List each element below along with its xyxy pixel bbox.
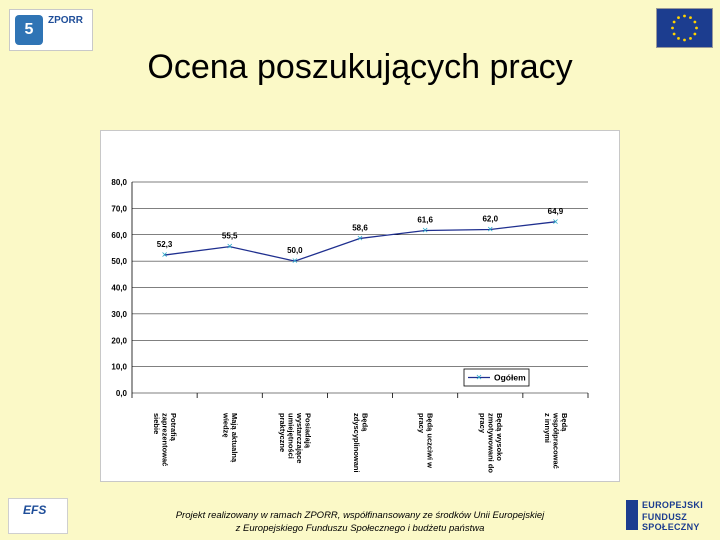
eu-social-fund-logo: EUROPEJSKI FUNDUSZ SPOŁECZNY bbox=[626, 498, 712, 534]
y-tick-label: 10,0 bbox=[111, 363, 127, 372]
x-category-label: siebie bbox=[152, 413, 161, 434]
eu-flag-icon bbox=[656, 8, 713, 48]
y-tick-label: 40,0 bbox=[111, 284, 127, 293]
x-category-label: zmotywowani do bbox=[486, 413, 495, 473]
legend-box bbox=[463, 368, 530, 387]
page-title: Ocena poszukujących pracy bbox=[147, 48, 573, 86]
legend-marker: ✕ bbox=[476, 373, 483, 382]
data-point-marker: ✕ bbox=[292, 257, 299, 266]
data-point-marker: ✕ bbox=[487, 225, 494, 234]
footer-line-1: Projekt realizowany w ramach ZPORR, wspó… bbox=[175, 510, 545, 521]
x-category-label: praktyczne bbox=[278, 413, 287, 452]
x-category-label: Mają aktualną bbox=[230, 413, 239, 463]
footer-text: Projekt realizowany w ramach ZPORR, wspó… bbox=[150, 509, 570, 535]
zporr-logo-word: ZPORR bbox=[48, 15, 83, 26]
data-label: 61,6 bbox=[417, 216, 433, 225]
x-category-label: umiejętności bbox=[287, 413, 296, 459]
y-tick-label: 50,0 bbox=[111, 257, 127, 266]
y-tick-label: 80,0 bbox=[111, 178, 127, 187]
efs-logo: EFS bbox=[8, 498, 68, 534]
x-category-label: pracy bbox=[417, 413, 426, 434]
x-category-label: Będą uczciwi w bbox=[425, 413, 434, 468]
efs-logo-word: EFS bbox=[23, 503, 47, 517]
line-chart: 0,0 10,0 20,0 30,0 40,0 50,0 60,0 70,0 80,0 ✕ 52,3… bbox=[111, 178, 589, 473]
data-point-marker: ✕ bbox=[422, 226, 429, 235]
x-category-label: Posiadają bbox=[304, 413, 313, 449]
series-line-ogółem bbox=[164, 221, 556, 262]
data-label: 62,0 bbox=[482, 214, 498, 223]
x-category-label: wystarczające bbox=[295, 412, 304, 463]
y-tick-label: 20,0 bbox=[111, 336, 127, 345]
x-category-label: wiedzę bbox=[221, 412, 230, 438]
eu-stars-icon bbox=[671, 14, 698, 42]
legend-label: Ogółem bbox=[494, 373, 526, 383]
data-label: 55,5 bbox=[222, 232, 238, 241]
y-tick-label: 70,0 bbox=[111, 204, 127, 213]
eu-fund-logo-line-1: EUROPEJSKI bbox=[642, 500, 704, 510]
chart-frame: 0,0 10,0 20,0 30,0 40,0 50,0 60,0 70,0 80,0 ✕ 52,3… bbox=[100, 130, 620, 482]
data-point-marker: ✕ bbox=[357, 234, 364, 243]
eu-fund-logo-line-2: FUNDUSZ SPOŁECZNY bbox=[642, 512, 700, 532]
data-label: 50,0 bbox=[287, 246, 303, 255]
x-category-label: zdyscyplinowani bbox=[352, 413, 361, 473]
x-category-label: Będą bbox=[560, 413, 569, 432]
y-tick-label: 60,0 bbox=[111, 231, 127, 240]
y-tick-label: 0,0 bbox=[116, 389, 128, 398]
x-category-label: pracy bbox=[478, 413, 487, 434]
footer-line-2: z Europejskiego Funduszu Społecznego i b… bbox=[235, 523, 485, 534]
x-category-label: zaprezentować bbox=[161, 413, 170, 466]
x-category-label: Potrafią bbox=[169, 413, 178, 442]
data-label: 64,9 bbox=[548, 207, 564, 216]
data-point-marker: ✕ bbox=[161, 251, 168, 260]
x-category-label: Będą wysoko bbox=[495, 413, 504, 461]
zporr-logo-mark: 5 bbox=[15, 15, 43, 45]
data-label: 52,3 bbox=[157, 240, 173, 249]
x-category-label: z innymi bbox=[543, 413, 552, 443]
x-category-label: współpracować bbox=[551, 412, 560, 469]
x-category-label: Będą bbox=[360, 413, 369, 432]
eu-fund-flag-icon bbox=[626, 500, 638, 530]
zporr-logo: 5 ZPORR bbox=[9, 9, 93, 51]
data-label: 58,6 bbox=[352, 223, 368, 232]
data-point-marker: ✕ bbox=[226, 242, 233, 251]
y-tick-label: 30,0 bbox=[111, 310, 127, 319]
data-point-marker: ✕ bbox=[552, 217, 559, 226]
